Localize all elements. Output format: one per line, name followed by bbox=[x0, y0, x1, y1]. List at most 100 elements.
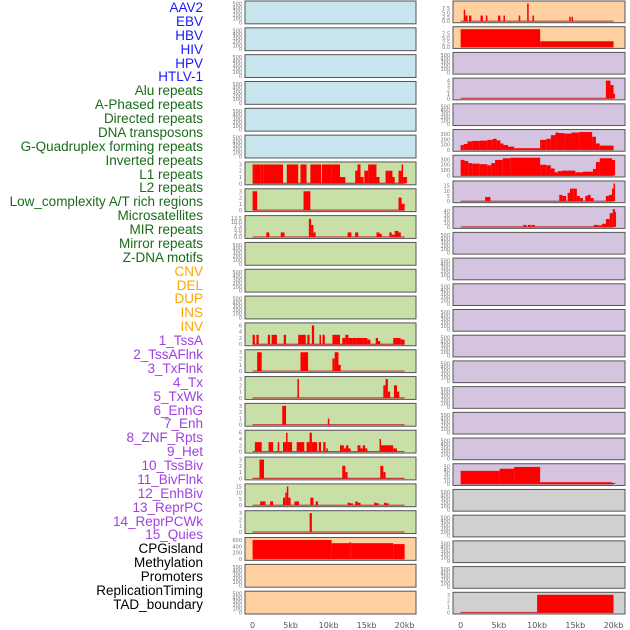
right-y-tick: 200 bbox=[440, 163, 450, 169]
left-y-tick: 3 bbox=[239, 189, 242, 195]
right-bar bbox=[550, 135, 556, 150]
left-bar bbox=[323, 442, 326, 452]
right-y-tick: 500 bbox=[440, 284, 450, 290]
right-bar bbox=[557, 171, 562, 176]
left-bar bbox=[398, 232, 401, 237]
left-bar bbox=[268, 442, 274, 452]
right-y-tick: 500 bbox=[440, 490, 450, 496]
left-y-tick: 500 bbox=[232, 136, 242, 142]
track-label: Promoters bbox=[140, 569, 203, 585]
left-bar bbox=[271, 334, 277, 345]
track-label: HIV bbox=[180, 41, 203, 57]
left-y-tick: 1 bbox=[239, 175, 242, 181]
left-bar bbox=[332, 358, 335, 372]
right-y-tick: 0.0 bbox=[442, 19, 450, 25]
right-y-tick: 400 bbox=[440, 416, 450, 422]
left-y-tick: 100 bbox=[232, 43, 242, 49]
left-bar bbox=[348, 448, 351, 452]
right-bar bbox=[602, 223, 606, 227]
left-y-tick: 2 bbox=[239, 443, 242, 449]
left-bar bbox=[306, 442, 310, 452]
right-panel bbox=[452, 334, 626, 358]
right-bar bbox=[590, 198, 594, 202]
track-label: Alu repeats bbox=[134, 83, 203, 99]
left-y-tick: 200 bbox=[232, 551, 242, 557]
left-bar bbox=[283, 334, 287, 345]
left-bar bbox=[383, 472, 386, 479]
left-y-tick: 2 bbox=[239, 383, 242, 389]
right-bar bbox=[550, 168, 555, 176]
left-panel bbox=[244, 349, 417, 374]
left-bar bbox=[280, 232, 285, 237]
left-bar bbox=[364, 170, 369, 184]
right-y-tick: 40 bbox=[444, 468, 450, 474]
right-bar bbox=[518, 15, 521, 22]
right-y-tick: 100 bbox=[440, 504, 450, 510]
left-y-tick: 200 bbox=[232, 308, 242, 314]
left-bar bbox=[356, 337, 364, 345]
right-y-tick: 400 bbox=[440, 314, 450, 320]
track-label: 2_TssAFlnk bbox=[133, 347, 203, 362]
right-y-tick: 0 bbox=[447, 122, 450, 128]
left-y-tick: 100 bbox=[232, 151, 242, 157]
left-y-tick: 6 bbox=[239, 323, 242, 329]
right-x-tick: 10kb bbox=[527, 621, 547, 630]
left-bar bbox=[378, 341, 381, 345]
left-bar bbox=[385, 170, 389, 184]
right-y-tick: 200 bbox=[440, 115, 450, 121]
right-panel bbox=[452, 0, 626, 24]
right-y-tick: 0 bbox=[447, 225, 450, 231]
left-y-tick: 2 bbox=[239, 196, 242, 202]
left-bar bbox=[393, 337, 396, 345]
right-y-tick: 200 bbox=[440, 137, 450, 143]
left-y-tick: 400 bbox=[232, 113, 242, 119]
right-bar bbox=[610, 85, 614, 99]
right-y-tick: 5.0 bbox=[442, 36, 450, 42]
left-bar bbox=[286, 432, 288, 452]
left-y-tick: 400 bbox=[232, 86, 242, 92]
right-panel bbox=[452, 437, 626, 461]
left-bar bbox=[400, 339, 405, 345]
left-y-tick: 2 bbox=[239, 357, 242, 363]
left-bar bbox=[332, 334, 340, 345]
left-y-tick: 300 bbox=[232, 277, 242, 283]
left-bar bbox=[252, 540, 332, 559]
right-bar bbox=[472, 140, 480, 150]
right-bar bbox=[463, 144, 468, 150]
left-y-tick: 0 bbox=[239, 181, 242, 187]
right-bar bbox=[612, 209, 616, 227]
left-bar bbox=[294, 501, 299, 506]
left-y-tick: 0 bbox=[239, 503, 242, 509]
right-y-tick: 200 bbox=[440, 269, 450, 275]
left-y-tick: 300 bbox=[232, 304, 242, 310]
right-y-tick: 500 bbox=[440, 516, 450, 522]
left-bar bbox=[389, 232, 392, 237]
track-label: DEL bbox=[176, 277, 203, 293]
right-panel bbox=[452, 360, 626, 384]
left-bar bbox=[311, 224, 314, 237]
right-bar bbox=[532, 15, 535, 22]
track-label: Microsatellites bbox=[117, 208, 203, 224]
right-y-tick: 400 bbox=[440, 288, 450, 294]
track-label: 13_ReprPC bbox=[132, 499, 203, 515]
right-y-tick: 100 bbox=[440, 581, 450, 587]
track-label: DNA transposons bbox=[97, 124, 203, 140]
right-y-tick: 200 bbox=[440, 372, 450, 378]
right-bar bbox=[571, 132, 580, 150]
left-bar bbox=[393, 385, 397, 398]
right-y-tick: 300 bbox=[440, 111, 450, 117]
track-label: INV bbox=[180, 319, 203, 335]
left-y-tick: 200 bbox=[232, 13, 242, 19]
right-panel bbox=[452, 231, 626, 255]
right-y-tick: 400 bbox=[440, 56, 450, 62]
right-y-tick: 400 bbox=[440, 571, 450, 577]
right-y-tick: 300 bbox=[440, 291, 450, 297]
left-y-tick: 0 bbox=[239, 530, 242, 536]
right-y-tick: 20 bbox=[444, 217, 450, 223]
left-y-tick: 4 bbox=[239, 330, 242, 336]
left-bar bbox=[309, 513, 312, 533]
track-label: 3_TxFlnk bbox=[147, 360, 203, 376]
left-x-tick: 15kb bbox=[357, 621, 377, 630]
right-y-tick: 10 bbox=[444, 189, 450, 195]
